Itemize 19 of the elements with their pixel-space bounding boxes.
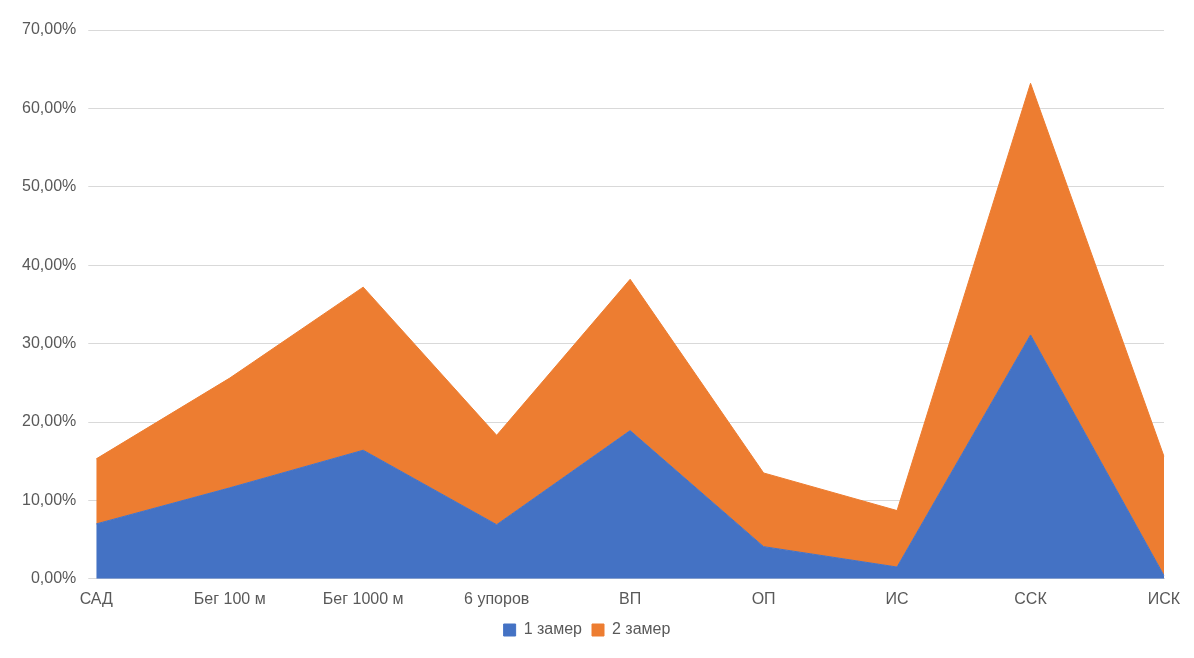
x-tick-label: ИСК — [1147, 589, 1181, 607]
y-tick-label: 70,00% — [22, 20, 77, 38]
x-tick-label: 6 упоров — [464, 589, 530, 607]
x-tick-label: ОП — [751, 589, 776, 607]
y-tick-label: 0,00% — [30, 569, 77, 587]
x-tick-label: ИС — [885, 589, 909, 607]
y-tick-label: 40,00% — [22, 255, 77, 273]
y-tick-label: 20,00% — [22, 412, 77, 430]
legend-label: 2 замер — [612, 620, 671, 638]
x-tick-label: Бег 1000 м — [322, 589, 404, 607]
y-tick-label: 30,00% — [22, 334, 77, 352]
y-tick-label: 50,00% — [22, 177, 77, 195]
x-tick-label: САД — [79, 589, 114, 607]
x-tick-label: ВП — [619, 589, 642, 607]
y-tick-label: 60,00% — [22, 98, 77, 116]
legend-label: 1 замер — [523, 620, 583, 638]
y-tick-label: 10,00% — [22, 490, 77, 508]
x-tick-label: Бег 100 м — [193, 589, 266, 607]
x-tick-label: ССК — [1014, 589, 1048, 607]
